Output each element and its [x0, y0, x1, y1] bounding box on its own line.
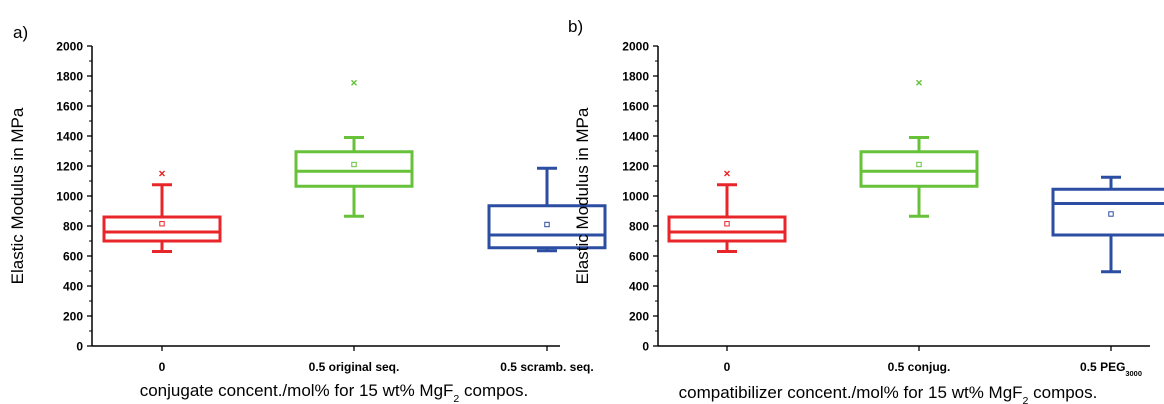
y-tick-label: 400 — [629, 280, 649, 294]
x-tick-label: 0 — [724, 360, 731, 374]
box-1 — [667, 170, 787, 253]
x-tick-label: 0.5 conjug. — [888, 360, 951, 374]
box-rect — [294, 150, 414, 188]
y-tick-label: 1200 — [622, 160, 649, 174]
x-tick-label: 0.5 scramb. seq. — [500, 360, 593, 374]
mean-marker — [1108, 211, 1114, 217]
y-tick-label: 1800 — [56, 70, 83, 84]
mean-marker — [351, 161, 357, 168]
box-rect — [859, 150, 979, 188]
x-tick-label: 0 — [159, 360, 166, 374]
y-tick-label: 0 — [76, 340, 83, 354]
outlier-stroke — [724, 170, 730, 177]
x-tick-label: 0.5 PEG3000 — [1080, 360, 1142, 378]
panel-a: a) Elastic Modulus in MPa 0 200 400 600 800 100… — [8, 23, 607, 404]
box-3 — [1051, 175, 1164, 274]
outlier-stroke — [159, 170, 165, 177]
box-3 — [487, 166, 607, 253]
y-tick-label: 1600 — [622, 100, 649, 114]
y-tick-label: 1000 — [622, 190, 649, 204]
mean-marker — [724, 221, 730, 227]
y-tick-label: 2000 — [56, 40, 83, 54]
box-rect — [1051, 187, 1164, 237]
y-tick-label: 1200 — [56, 160, 83, 174]
y-tick-label: 600 — [629, 250, 649, 264]
box-1 — [102, 170, 222, 253]
box-rect — [487, 204, 607, 250]
y-tick-label: 600 — [63, 250, 83, 264]
x-axis-title: conjugate concent./mol% for 15 wt% MgF2 … — [140, 381, 529, 404]
box-rect — [102, 215, 222, 243]
mean-marker — [916, 161, 922, 168]
panel-label: b) — [568, 17, 583, 36]
box-2 — [294, 79, 414, 218]
y-tick-label: 400 — [63, 280, 83, 294]
outlier-marker — [351, 79, 357, 86]
y-tick-label: 800 — [629, 220, 649, 234]
mean-marker — [159, 221, 165, 227]
y-tick-label: 2000 — [622, 40, 649, 54]
outlier-stroke — [916, 79, 922, 86]
box-rect — [667, 215, 787, 243]
mean-marker — [544, 221, 550, 228]
y-axis-title: Elastic Modulus in MPa — [573, 107, 592, 284]
outlier-marker — [916, 79, 922, 86]
y-tick-label: 200 — [63, 310, 83, 324]
outlier-stroke — [351, 79, 357, 86]
y-axis-title: Elastic Modulus in MPa — [8, 107, 27, 284]
outlier-marker — [724, 170, 730, 177]
y-tick-label: 1800 — [622, 70, 649, 84]
panel-b: b) Elastic Modulus in MPa 0 200 400 600 800 100… — [568, 17, 1164, 404]
y-tick-label: 1400 — [56, 130, 83, 144]
x-tick-label: 0.5 original seq. — [309, 360, 400, 374]
x-axis-title: compatibilizer concent./mol% for 15 wt% … — [679, 383, 1098, 404]
y-tick-label: 1600 — [56, 100, 83, 114]
outlier-marker — [159, 170, 165, 177]
y-tick-label: 800 — [63, 220, 83, 234]
y-tick-label: 1400 — [622, 130, 649, 144]
y-tick-label: 0 — [642, 340, 649, 354]
y-tick-label: 200 — [629, 310, 649, 324]
y-tick-label: 1000 — [56, 190, 83, 204]
box-2 — [859, 79, 979, 218]
panel-label: a) — [13, 23, 28, 42]
